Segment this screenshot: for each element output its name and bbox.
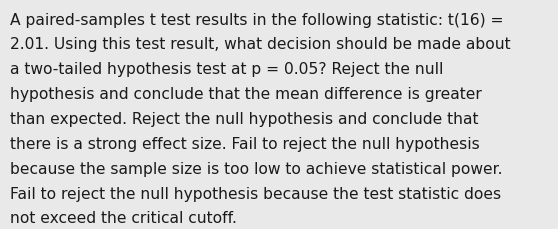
Text: hypothesis and conclude that the mean difference is greater: hypothesis and conclude that the mean di… xyxy=(10,87,482,102)
Text: there is a strong effect size. Fail to reject the null hypothesis: there is a strong effect size. Fail to r… xyxy=(10,136,480,151)
Text: A paired-samples t test results in the following statistic: t(16) =: A paired-samples t test results in the f… xyxy=(10,13,503,27)
Text: 2.01. Using this test result, what decision should be made about: 2.01. Using this test result, what decis… xyxy=(10,37,511,52)
Text: because the sample size is too low to achieve statistical power.: because the sample size is too low to ac… xyxy=(10,161,503,176)
Text: a two-tailed hypothesis test at p = 0.05? Reject the null: a two-tailed hypothesis test at p = 0.05… xyxy=(10,62,444,77)
Text: not exceed the critical cutoff.: not exceed the critical cutoff. xyxy=(10,210,237,225)
Text: than expected. Reject the null hypothesis and conclude that: than expected. Reject the null hypothesi… xyxy=(10,112,479,126)
Text: Fail to reject the null hypothesis because the test statistic does: Fail to reject the null hypothesis becau… xyxy=(10,186,501,201)
